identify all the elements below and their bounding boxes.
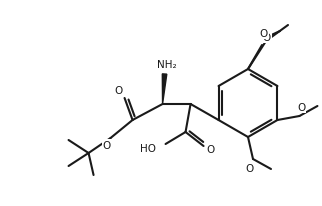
Text: O: O [114, 85, 123, 96]
Text: O: O [246, 163, 254, 173]
Text: O: O [297, 103, 306, 112]
Polygon shape [162, 75, 167, 104]
Text: O: O [206, 144, 215, 154]
Text: O: O [263, 33, 271, 43]
Text: HO: HO [139, 143, 156, 153]
Text: NH₂: NH₂ [157, 60, 176, 70]
Text: O: O [102, 140, 111, 150]
Text: O: O [260, 29, 268, 39]
